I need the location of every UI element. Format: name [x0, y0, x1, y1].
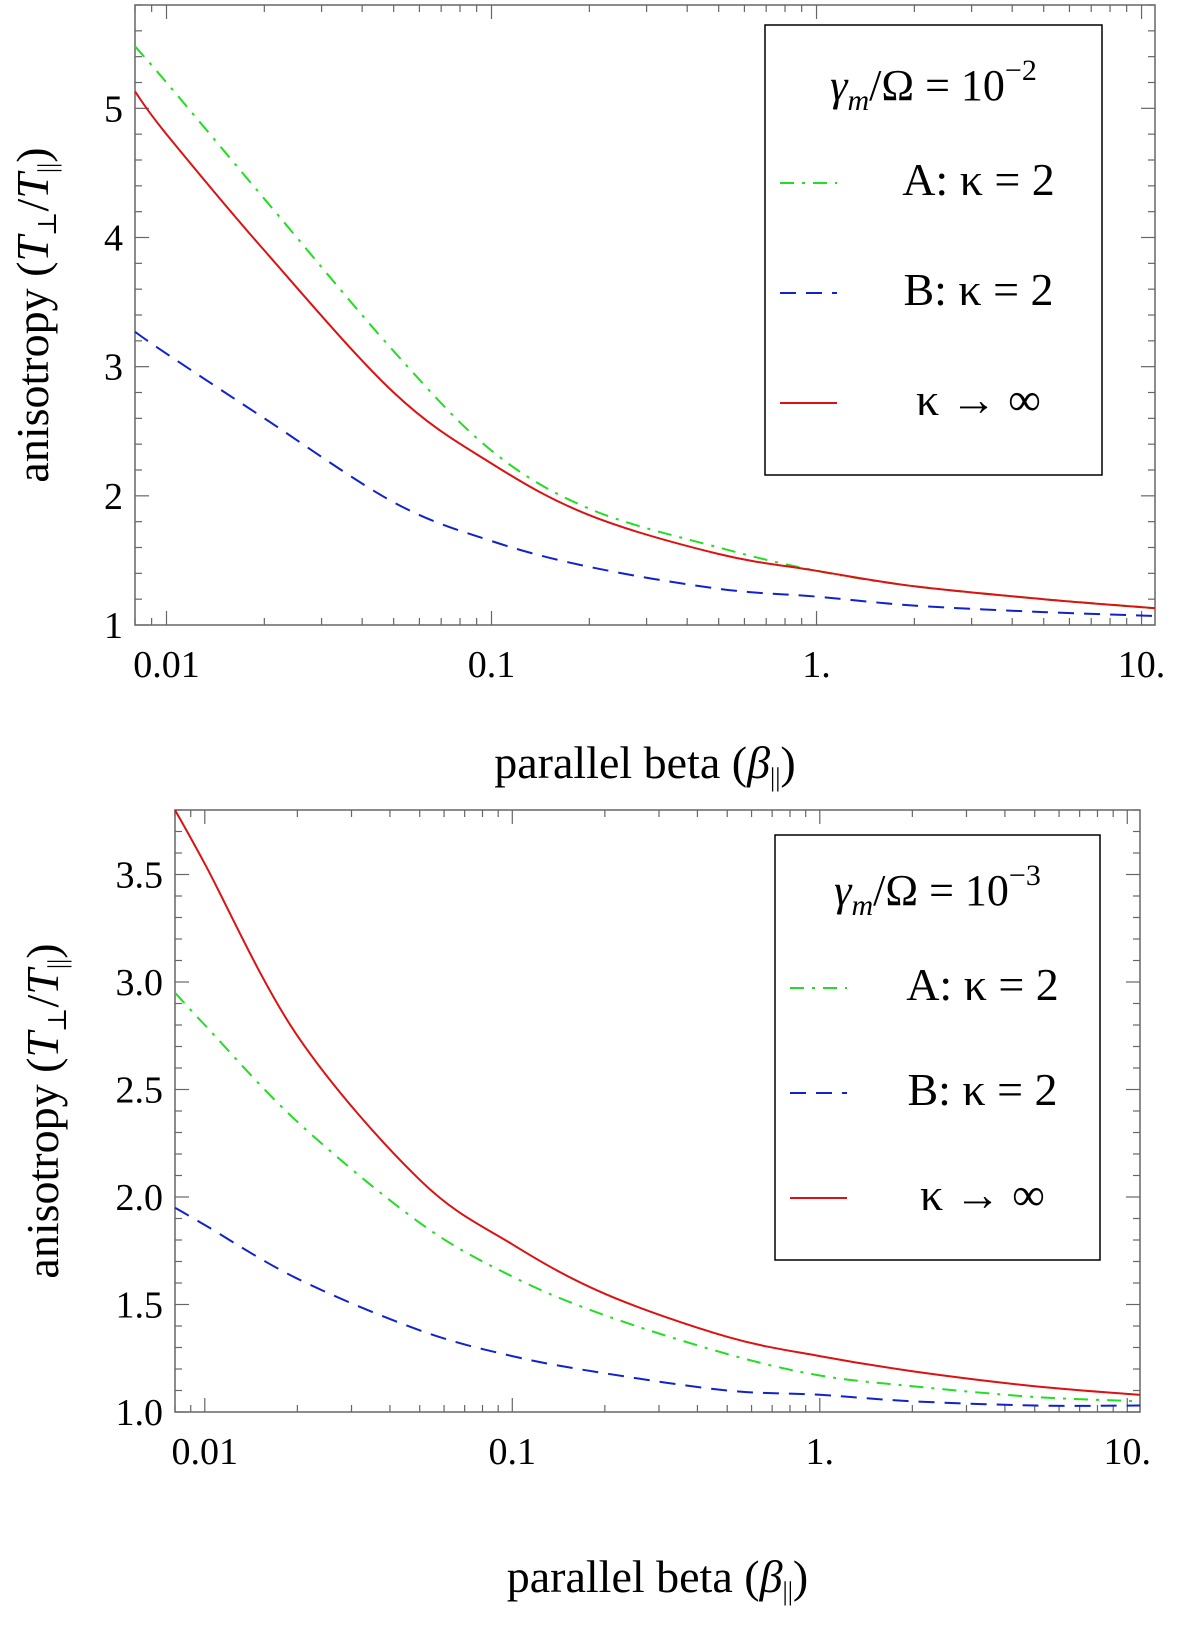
x-axis-title-text: parallel beta ( [494, 737, 747, 788]
y-axis-title-slash: / [7, 199, 58, 212]
legend-title-exp: −3 [1009, 859, 1041, 892]
x-tick-label: 0.1 [489, 1431, 537, 1473]
y-axis-title-num-sub: ⊥ [43, 1008, 72, 1032]
x-tick-label: 0.01 [172, 1431, 239, 1473]
y-axis-title-den: T [7, 170, 58, 199]
y-axis-title-close: ) [7, 147, 58, 162]
x-tick-label: 10. [1118, 644, 1166, 686]
legend-label-2: κ → ∞ [916, 374, 1041, 425]
legend-box [774, 834, 1101, 1261]
y-tick-label: 3.5 [116, 855, 164, 897]
y-axis-title: anisotropy (T⊥/T||) [17, 943, 72, 1278]
y-tick-label: 3 [104, 347, 123, 389]
x-axis-title-close: ) [780, 737, 795, 788]
chart-panel-top: 0.01 0.1 1. 10. 1 2 3 4 5 γm/Ω = 10−2 A: κ = 2 B: κ… [7, 4, 1166, 792]
y-axis-title-text: anisotropy ( [17, 1058, 68, 1279]
legend-title-symbol: γ [830, 61, 849, 110]
legend-title-exp: −2 [1005, 54, 1037, 87]
y-tick-label: 5 [104, 88, 123, 130]
x-axis-title-text: parallel beta ( [507, 1551, 760, 1602]
y-tick-label: 1.5 [116, 1285, 164, 1327]
y-axis-title-text: anisotropy ( [7, 262, 58, 483]
legend-title: γm/Ω = 10−3 [834, 859, 1041, 922]
y-axis-title-num-sub: ⊥ [33, 212, 62, 236]
x-axis-title-symbol: β [746, 737, 770, 788]
y-axis-title: anisotropy (T⊥/T||) [7, 147, 62, 482]
series-line-1 [174, 1206, 1141, 1407]
series-line-2 [174, 809, 1141, 1396]
legend-title-sub: m [852, 889, 874, 922]
legend-label-2: κ → ∞ [920, 1169, 1045, 1220]
y-tick-label: 2.5 [116, 1070, 164, 1112]
y-tick-label: 1 [104, 605, 123, 647]
x-axis-title-close: ) [793, 1551, 808, 1602]
y-axis-title-slash: / [17, 995, 68, 1008]
y-axis-title-num: T [17, 1029, 68, 1058]
legend-label-0: A: κ = 2 [902, 154, 1055, 205]
x-axis-title-symbol: β [759, 1551, 783, 1602]
x-axis-title-sub: || [783, 1577, 793, 1606]
y-tick-label: 1.0 [116, 1392, 164, 1434]
legend-title-rest: /Ω = 10 [869, 61, 1005, 110]
y-axis-title-den-sub: || [33, 163, 62, 173]
x-axis-title: parallel beta (β||) [507, 1551, 809, 1606]
legend-label-1: B: κ = 2 [907, 1064, 1057, 1115]
x-tick-label: 10. [1104, 1431, 1152, 1473]
series-line-2 [134, 90, 1156, 610]
y-axis-title-num: T [7, 233, 58, 262]
series-line-0 [174, 992, 1141, 1403]
y-tick-label: 4 [104, 218, 123, 260]
series-line-1 [134, 330, 1156, 617]
chart-panel-bottom: 0.01 0.1 1. 10. 1.0 1.5 2.0 2.5 3.0 3.5 γm/Ω = 10−… [17, 809, 1152, 1606]
y-tick-label: 2 [104, 476, 123, 518]
legend-label-0: A: κ = 2 [906, 959, 1059, 1010]
x-axis-title: parallel beta (β||) [494, 737, 796, 792]
legend-title-symbol: γ [834, 866, 853, 915]
y-tick-label: 2.0 [116, 1177, 164, 1219]
y-axis-title-close: ) [17, 943, 68, 958]
x-tick-label: 1. [806, 1431, 835, 1473]
x-tick-label: 0.1 [468, 644, 516, 686]
legend-title: γm/Ω = 10−2 [830, 54, 1037, 117]
y-axis-title-den: T [17, 966, 68, 995]
x-tick-label: 0.01 [133, 644, 200, 686]
legend-label-1: B: κ = 2 [903, 264, 1053, 315]
legend-title-rest: /Ω = 10 [873, 866, 1009, 915]
y-tick-label: 3.0 [116, 962, 164, 1004]
x-tick-label: 1. [802, 644, 831, 686]
legend-box [764, 24, 1103, 476]
legend-title-sub: m [848, 84, 870, 117]
x-axis-title-sub: || [770, 763, 780, 792]
y-axis-title-den-sub: || [43, 959, 72, 969]
